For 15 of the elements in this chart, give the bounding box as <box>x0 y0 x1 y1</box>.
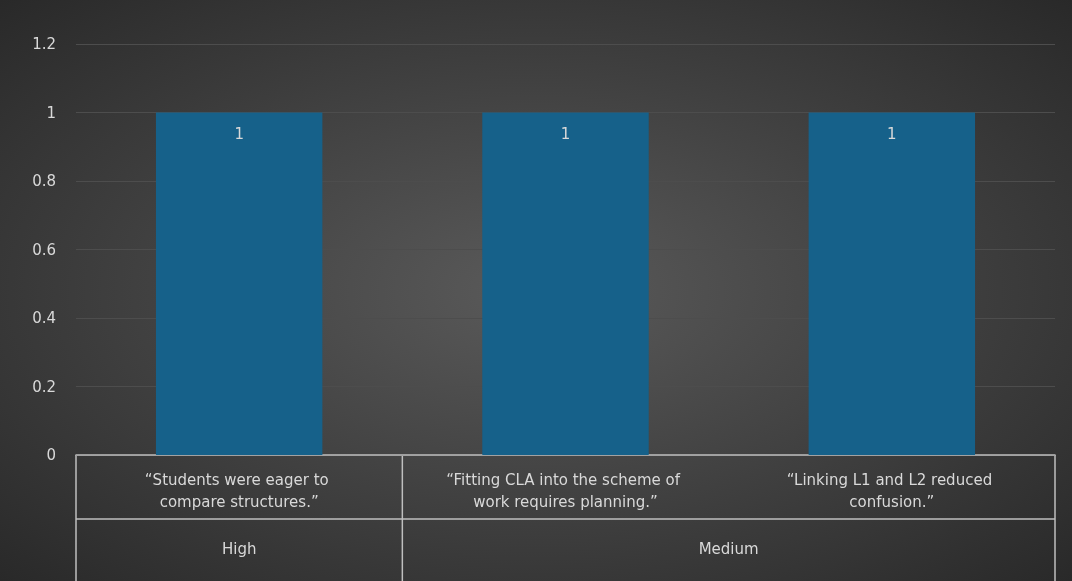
y-tick-label: 0.8 <box>32 172 56 190</box>
text: Medium <box>698 540 759 558</box>
y-tick-label: 0.2 <box>32 377 56 396</box>
x-tick-label: “Linking L1 and L2 reduced confusion.” <box>786 471 997 511</box>
y-tick-label: 1.2 <box>32 35 56 53</box>
y-tick-label: 0.4 <box>32 309 56 327</box>
y-tick-label: 0.6 <box>32 240 56 259</box>
data-label: 1 <box>560 125 571 143</box>
y-tick-label: 1 <box>46 103 56 122</box>
data-label: 1 <box>234 125 244 143</box>
y-tick-label: 0 <box>46 446 56 464</box>
data-label: 1 <box>887 125 897 143</box>
text: High <box>221 540 257 558</box>
x-tick-label: “Students were eager to compare structures.” <box>144 471 334 511</box>
x-tick-label: “Fitting CLA into the scheme of work requires planning.” <box>446 471 685 511</box>
